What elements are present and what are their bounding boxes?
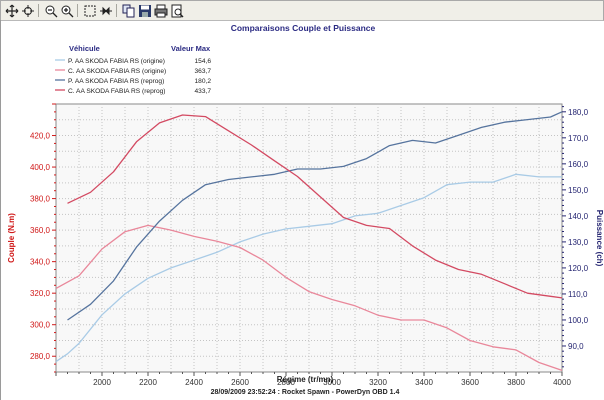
zoom-out-icon[interactable] [43, 3, 59, 19]
grid [56, 104, 562, 372]
left-tick-label: 300,0 [30, 321, 51, 330]
legend-header-name: Véhicule [69, 44, 100, 53]
x-axis-label: Régime (tr/mn) [277, 375, 334, 384]
x-tick-label: 3200 [369, 378, 387, 387]
left-tick-label: 320,0 [30, 289, 51, 298]
x-tick-label: 2400 [185, 378, 203, 387]
legend: P. AA SKODA FABIA RS (origine) 154,6 C. AA… [55, 58, 211, 95]
power-origine-line [55, 173, 562, 363]
right-tick-label: 90,0 [568, 342, 584, 351]
chart-title: Comparaisons Couple et Puissance [231, 23, 376, 33]
left-tick-label: 340,0 [30, 258, 51, 267]
fit-icon[interactable] [98, 3, 114, 19]
legend-header-value: Valeur Max [171, 44, 211, 53]
chart-toolbar [0, 0, 604, 21]
right-tick-label: 130,0 [568, 238, 589, 247]
select-box-icon[interactable] [82, 3, 98, 19]
legend-item-name: P. AA SKODA FABIA RS (reprog) [68, 78, 164, 85]
right-tick-label: 180,0 [568, 108, 589, 117]
crosshair-icon[interactable] [20, 3, 36, 19]
right-axis-label: Puissance (ch) [595, 210, 604, 267]
torque-reprog-line [67, 114, 563, 299]
legend-item-max: 154,6 [194, 58, 211, 65]
x-tick-label: 3600 [461, 378, 479, 387]
legend-item-name: P. AA SKODA FABIA RS (origine) [68, 58, 165, 65]
right-tick-label: 160,0 [568, 160, 589, 169]
left-axis-label: Couple (N.m) [7, 213, 16, 263]
legend-item-name: C. AA SKODA FABIA RS (reprog) [68, 88, 165, 95]
legend-item-name: C. AA SKODA FABIA RS (origine) [68, 68, 166, 75]
preview-icon[interactable] [169, 3, 185, 19]
torque-origine-line [55, 224, 563, 372]
x-tick-label: 2000 [93, 378, 111, 387]
legend-item-max: 180,2 [194, 78, 211, 85]
right-tick-label: 100,0 [568, 316, 589, 325]
right-tick-label: 150,0 [568, 186, 589, 195]
series-layer [55, 111, 563, 372]
chart-canvas: 2000 2200 2400 2600 2800 3000 3200 3400 3600 3800… [7, 23, 604, 396]
right-tick-label: 110,0 [568, 290, 588, 299]
left-tick-label: 360,0 [30, 226, 51, 235]
x-tick-label: 3400 [415, 378, 433, 387]
left-tick-label: 400,0 [30, 163, 51, 172]
right-tick-label: 140,0 [568, 212, 589, 221]
print-icon[interactable] [153, 3, 169, 19]
move-icon[interactable] [4, 3, 20, 19]
x-tick-label: 3800 [507, 378, 525, 387]
x-tick-label: 3000 [323, 378, 341, 387]
footer-text: 28/09/2009 23:52:24 : Rocket Spawn - Pow… [211, 389, 400, 396]
x-tick-label: 2800 [277, 378, 295, 387]
left-tick-label: 420,0 [30, 132, 51, 141]
chart-area: 2000 2200 2400 2600 2800 3000 3200 3400 3600 3800… [0, 20, 604, 400]
right-tick-label: 170,0 [568, 134, 589, 143]
left-tick-label: 380,0 [30, 195, 51, 204]
legend-item-max: 433,7 [194, 88, 211, 95]
legend-item-max: 363,7 [194, 68, 211, 75]
power-reprog-line [67, 111, 563, 321]
left-tick-label: 280,0 [30, 352, 51, 361]
plot-background [55, 103, 563, 373]
right-tick-label: 120,0 [568, 264, 589, 273]
x-tick-label: 2200 [139, 378, 157, 387]
save-icon[interactable] [137, 3, 153, 19]
axes: 2000 2200 2400 2600 2800 3000 3200 3400 3600 3800… [30, 103, 589, 387]
copy-icon[interactable] [121, 3, 137, 19]
zoom-in-icon[interactable] [59, 3, 75, 19]
x-tick-label: 2600 [231, 378, 249, 387]
x-tick-label: 4000 [553, 378, 571, 387]
